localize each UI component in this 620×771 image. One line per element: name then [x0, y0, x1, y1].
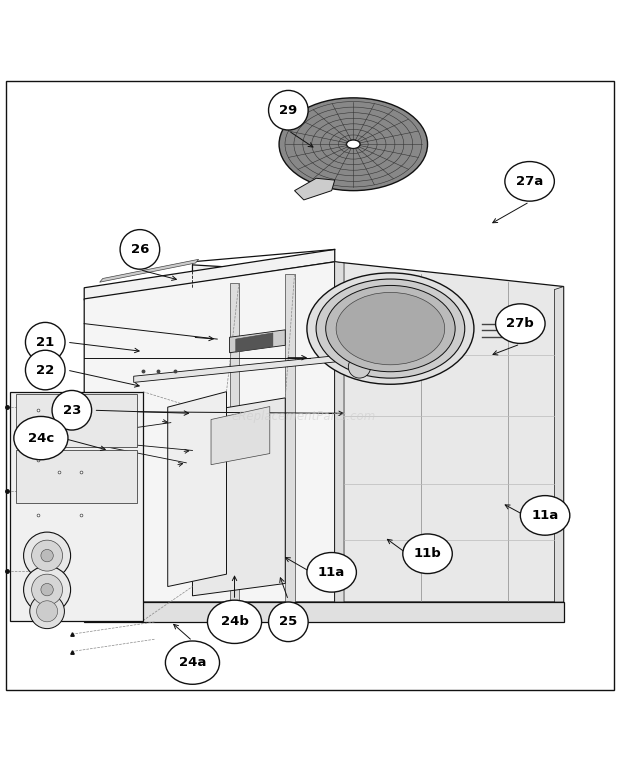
Polygon shape	[236, 333, 273, 352]
Ellipse shape	[166, 641, 219, 685]
Polygon shape	[192, 398, 285, 596]
Polygon shape	[229, 284, 239, 602]
Ellipse shape	[279, 98, 428, 190]
Ellipse shape	[268, 602, 308, 641]
Ellipse shape	[14, 416, 68, 460]
Polygon shape	[16, 450, 137, 503]
Text: 24a: 24a	[179, 656, 206, 669]
Circle shape	[32, 574, 63, 605]
Polygon shape	[192, 265, 557, 373]
Circle shape	[41, 584, 53, 596]
Text: 24c: 24c	[28, 432, 54, 445]
Polygon shape	[335, 262, 564, 602]
Text: 27a: 27a	[516, 175, 543, 188]
Text: 24b: 24b	[221, 615, 249, 628]
Circle shape	[37, 601, 58, 621]
Text: 25: 25	[279, 615, 298, 628]
Text: 11a: 11a	[531, 509, 559, 522]
Text: 11a: 11a	[318, 566, 345, 579]
Polygon shape	[554, 287, 564, 602]
Polygon shape	[84, 249, 335, 300]
Ellipse shape	[268, 90, 308, 130]
Text: 26: 26	[131, 243, 149, 256]
Polygon shape	[168, 392, 226, 587]
Polygon shape	[285, 274, 294, 602]
Ellipse shape	[25, 350, 65, 390]
Polygon shape	[134, 355, 335, 382]
Text: 22: 22	[36, 364, 55, 376]
Text: eReplacementParts.com: eReplacementParts.com	[232, 410, 376, 423]
Ellipse shape	[208, 600, 262, 644]
Polygon shape	[229, 330, 285, 352]
Circle shape	[30, 594, 64, 628]
Ellipse shape	[326, 285, 455, 372]
Circle shape	[24, 532, 71, 579]
Text: 29: 29	[279, 104, 298, 116]
Ellipse shape	[307, 273, 474, 384]
Ellipse shape	[316, 279, 465, 378]
Ellipse shape	[307, 553, 356, 592]
Text: 11b: 11b	[414, 547, 441, 561]
Text: 23: 23	[63, 404, 81, 417]
Circle shape	[41, 550, 53, 562]
Ellipse shape	[495, 304, 545, 343]
Polygon shape	[10, 392, 143, 621]
Ellipse shape	[52, 390, 92, 430]
Ellipse shape	[520, 496, 570, 535]
Ellipse shape	[403, 534, 452, 574]
Polygon shape	[84, 602, 564, 621]
Circle shape	[32, 540, 63, 571]
Polygon shape	[294, 178, 335, 200]
Ellipse shape	[505, 162, 554, 201]
Polygon shape	[211, 406, 270, 465]
Ellipse shape	[25, 322, 65, 362]
Circle shape	[348, 355, 371, 378]
Text: 21: 21	[36, 335, 55, 348]
Polygon shape	[84, 262, 335, 602]
Ellipse shape	[120, 230, 160, 269]
Ellipse shape	[347, 140, 360, 148]
Ellipse shape	[336, 292, 445, 365]
Circle shape	[24, 566, 71, 613]
Polygon shape	[100, 259, 198, 282]
Text: 27b: 27b	[507, 317, 534, 330]
Polygon shape	[16, 393, 137, 447]
Polygon shape	[335, 262, 344, 602]
